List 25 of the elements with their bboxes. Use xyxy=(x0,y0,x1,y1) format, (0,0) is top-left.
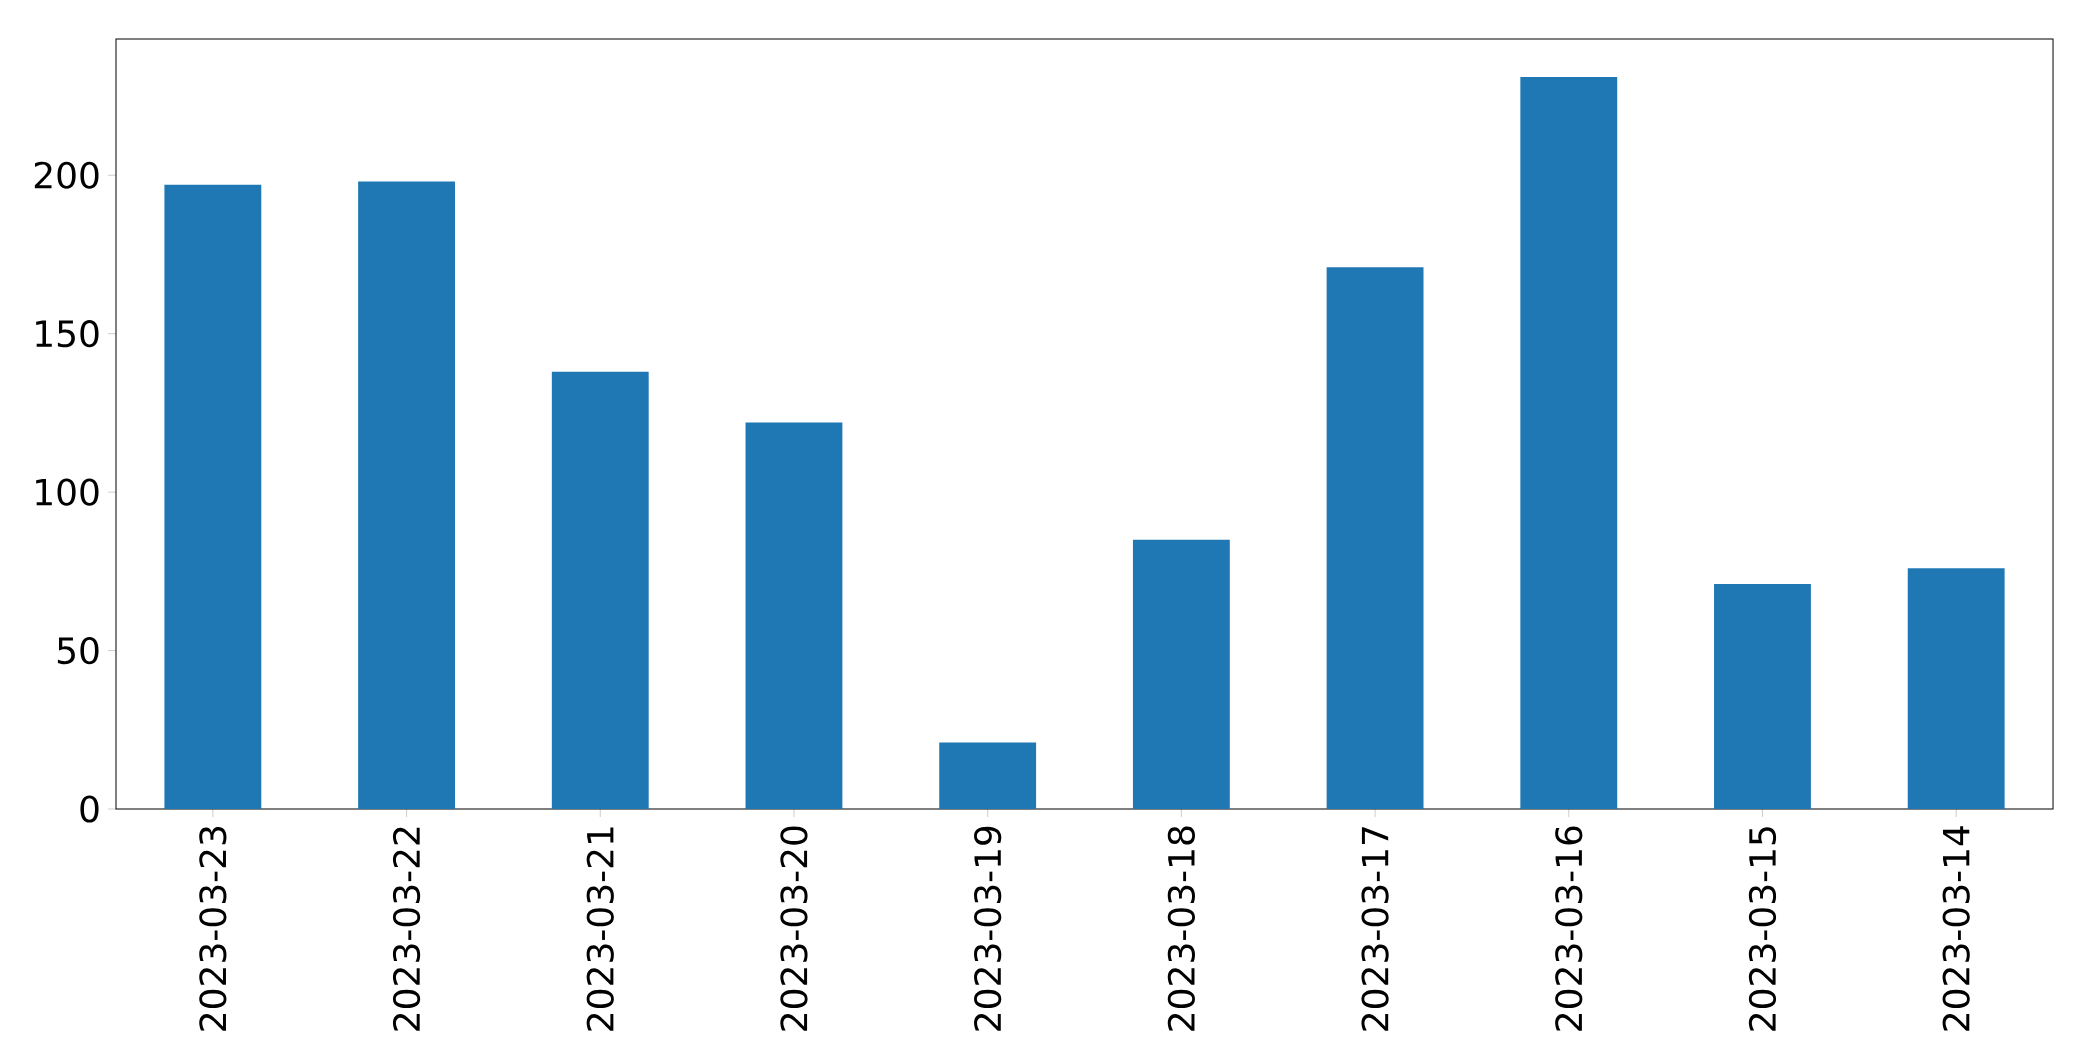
x-tick-label: 2023-03-19 xyxy=(974,826,1002,1031)
y-tick-label: 0 xyxy=(80,795,99,823)
bar xyxy=(1520,77,1618,809)
x-tick-label: 2023-03-18 xyxy=(1167,826,1195,1031)
bar xyxy=(939,742,1037,809)
bar xyxy=(1907,568,2005,809)
bar xyxy=(551,371,649,809)
y-tick-label: 150 xyxy=(36,320,99,348)
x-tick-label: 2023-03-21 xyxy=(586,827,614,1031)
x-tick-label: 2023-03-23 xyxy=(199,827,227,1031)
y-tick-label: 200 xyxy=(34,161,99,189)
bar xyxy=(1714,584,1811,809)
bar xyxy=(745,422,843,809)
bar xyxy=(164,184,262,809)
x-tick-label: 2023-03-20 xyxy=(780,826,808,1031)
y-tick-label: 100 xyxy=(36,478,99,506)
bar xyxy=(1326,267,1424,809)
y-tick-label: 50 xyxy=(57,636,99,665)
x-tick-label: 2023-03-17 xyxy=(1361,827,1389,1031)
x-tick-label: 2023-03-22 xyxy=(392,827,421,1031)
x-tick-label: 2023-03-14 xyxy=(1942,826,1970,1031)
bar xyxy=(358,181,455,809)
x-tick-label: 2023-03-16 xyxy=(1555,826,1583,1031)
x-tick-label: 2023-03-15 xyxy=(1748,827,1777,1031)
bar xyxy=(1132,539,1230,809)
